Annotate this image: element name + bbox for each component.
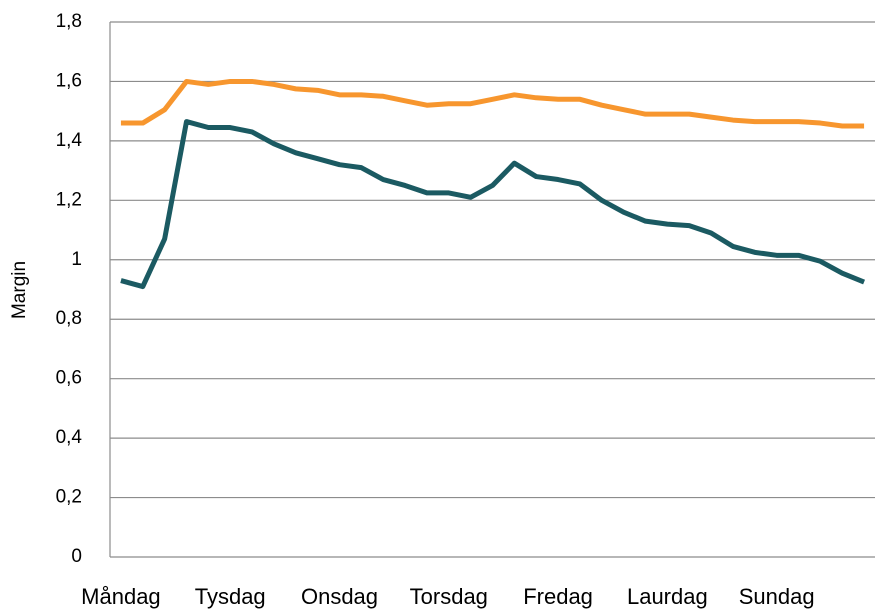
y-tick-label: 0,8 [56, 308, 82, 329]
y-tick-label: 1 [71, 249, 82, 270]
series-line [120, 78, 865, 129]
y-tick-label: 1,4 [56, 130, 83, 151]
y-tick-label: 0,6 [56, 368, 82, 389]
x-tick-label: Laurdag [627, 584, 708, 609]
series-line [120, 119, 866, 290]
x-tick-label: Torsdag [410, 584, 488, 609]
x-tick-label: Sundag [739, 584, 815, 609]
y-tick-label: 1,2 [56, 189, 82, 210]
x-tick-label: Tysdag [195, 584, 266, 609]
y-tick-label: 0,4 [56, 427, 83, 448]
x-tick-label: Måndag [81, 584, 161, 609]
y-axis-title: Margin [9, 261, 30, 319]
x-tick-label: Fredag [523, 584, 593, 609]
x-tick-label: Onsdag [301, 584, 378, 609]
y-tick-label: 1,8 [56, 11, 82, 32]
y-tick-label: 1,6 [56, 70, 82, 91]
y-tick-label: 0 [71, 546, 82, 567]
y-tick-label: 0,2 [56, 487, 82, 508]
